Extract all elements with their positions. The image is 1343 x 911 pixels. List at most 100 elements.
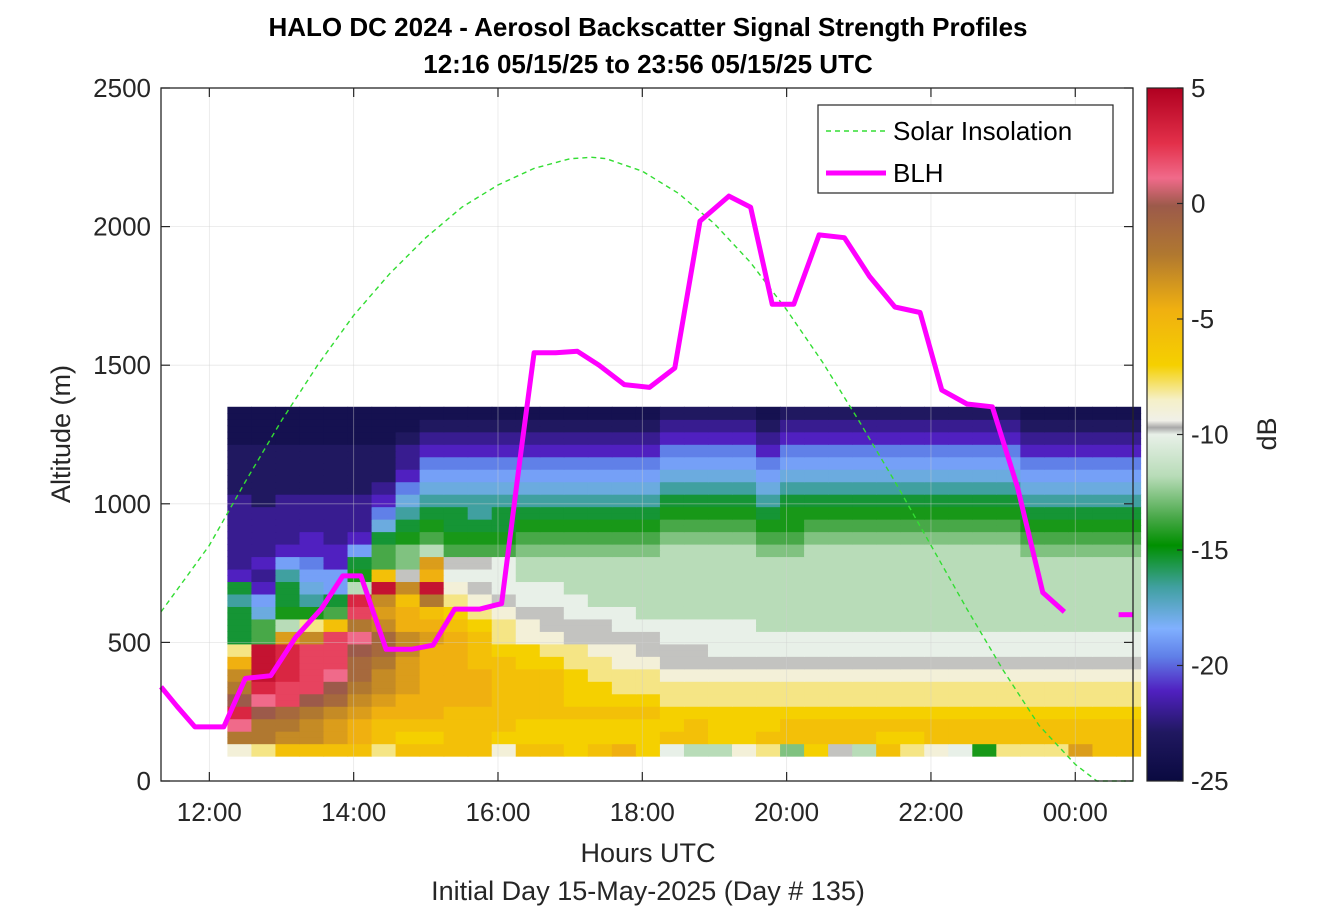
heatmap-cell [707,444,733,452]
heatmap-cell [972,431,997,439]
heatmap-cell [948,568,973,576]
heatmap-cell [852,643,877,651]
heatmap-cell [443,487,469,495]
heatmap-cell [275,681,301,689]
heatmap-cell [251,525,277,533]
heatmap-cell [1044,575,1070,583]
heatmap-cell [780,631,805,639]
heatmap-cell [515,419,541,427]
heatmap-cell [996,562,1021,570]
heatmap-cell [924,419,949,427]
heatmap-cell [659,462,685,470]
heatmap-cell [1116,537,1142,545]
heatmap-cell [707,450,733,458]
heatmap-cell [347,656,373,664]
heatmap-cell [972,662,997,670]
heatmap-cell [900,413,925,420]
heatmap-cell [924,687,949,695]
heatmap-cell [275,425,301,433]
heatmap-cell [371,631,397,639]
heatmap-cell [876,425,901,433]
heatmap-cell [419,749,445,757]
heatmap-cell [563,444,589,452]
heatmap-cell [1068,706,1094,713]
heatmap-cell [275,731,301,738]
heatmap-cell [563,681,589,689]
heatmap-cell [419,724,445,732]
heatmap-cell [443,506,469,514]
heatmap-cell [371,575,397,583]
heatmap-cell [251,606,277,614]
heatmap-cell [1020,612,1045,620]
heatmap-cell [611,637,637,645]
heatmap-cell [611,618,637,626]
heatmap-cell [683,431,709,439]
heatmap-cell [275,737,301,745]
heatmap-cell [1044,525,1070,533]
heatmap-cell [756,469,781,476]
heatmap-cell [539,606,565,614]
heatmap-cell [539,431,565,439]
heatmap-cell [924,487,949,495]
heatmap-cell [587,475,613,483]
heatmap-cell [804,450,829,458]
heatmap-cell [1044,568,1070,576]
heatmap-cell [804,706,829,713]
heatmap-cell [563,525,589,533]
heatmap-cell [804,406,829,414]
heatmap-cell [227,699,253,707]
heatmap-cell [804,469,829,476]
heatmap-cell [347,618,373,626]
heatmap-cell [563,668,589,676]
heatmap-cell [515,718,541,726]
heatmap-cell [395,469,421,476]
heatmap-cell [780,481,805,489]
heatmap-cell [948,462,973,470]
heatmap-cell [587,650,613,657]
heatmap-cell [491,631,517,639]
heatmap-cell [251,419,277,427]
heatmap-cell [587,581,613,589]
heatmap-cell [371,556,397,564]
heatmap-cell [948,475,973,483]
heatmap-cell [491,525,517,533]
heatmap-cell [491,674,517,682]
heatmap-cell [563,475,589,483]
heatmap-cell [491,737,517,745]
heatmap-cell [852,444,877,452]
heatmap-cell [972,650,997,657]
heatmap-cell [1044,550,1070,558]
heatmap-cell [683,606,709,614]
heatmap-cell [756,656,781,664]
heatmap-cell [227,681,253,689]
heatmap-cell [227,650,253,657]
heatmap-cell [900,706,925,713]
heatmap-cell [1116,437,1142,445]
heatmap-cell [804,612,829,620]
heatmap-cell [756,581,781,589]
heatmap-cell [419,625,445,632]
heatmap-cell [900,506,925,514]
heatmap-cell [732,693,757,701]
heatmap-cell [852,656,877,664]
heatmap-cell [804,575,829,583]
heatmap-cell [732,637,757,645]
heatmap-cell [948,718,973,726]
heatmap-cell [587,724,613,732]
heatmap-cell [587,525,613,533]
heatmap-cell [395,749,421,757]
heatmap-cell [804,724,829,732]
heatmap-cell [443,437,469,445]
heatmap-cell [395,637,421,645]
heatmap-cell [635,687,661,695]
heatmap-cell [1020,450,1045,458]
heatmap-cell [227,419,253,427]
heatmap-cell [515,456,541,464]
heatmap-cell [227,662,253,670]
heatmap-cell [852,406,877,414]
heatmap-cell [876,593,901,601]
heatmap-cell [443,743,469,751]
heatmap-cell [563,625,589,632]
heatmap-cell [707,724,733,732]
plot-frame [160,87,1134,782]
